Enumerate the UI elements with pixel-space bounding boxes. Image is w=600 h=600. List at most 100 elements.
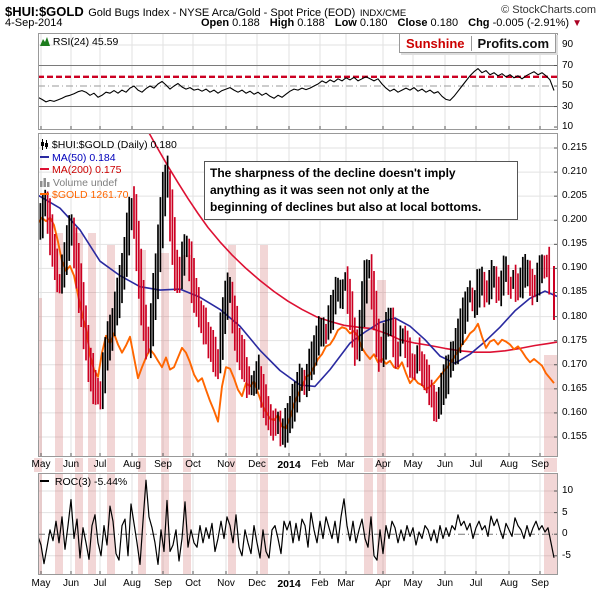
exchange-label: INDX/CME	[359, 8, 407, 19]
month-label: May	[403, 578, 423, 589]
legend-volume-label: Volume undef	[52, 176, 118, 189]
legend-volume-row: Volume undef	[40, 177, 177, 190]
low-value: 0.180	[359, 17, 388, 29]
y-axis-tick-label: 0.160	[562, 406, 588, 418]
y-axis-tick-label: 70	[562, 59, 574, 71]
month-label: Sep	[531, 459, 549, 470]
month-label: Aug	[123, 578, 141, 589]
ticker-description: Gold Bugs Index - NYSE Arca/Gold - Spot …	[88, 7, 356, 19]
y-axis-tick-label: 0.215	[562, 142, 588, 153]
month-label: Mar	[337, 459, 355, 470]
highlight-band	[161, 458, 169, 472]
chart-header: $HUI:$GOLD Gold Bugs Index - NYSE Arca/G…	[5, 3, 596, 19]
line-swatch-icon	[40, 480, 49, 482]
annotation-box: The sharpness of the decline doesn't imp…	[204, 161, 518, 220]
change-value: -0.005 (-2.91%)	[492, 17, 570, 29]
annotation-line: The sharpness of the decline doesn't imp…	[210, 166, 456, 180]
change-label: Chg	[468, 17, 490, 29]
month-label: May	[403, 459, 423, 470]
quote-bar: 4-Sep-2014 Open 0.188 High 0.188 Low 0.1…	[5, 17, 596, 31]
roc-legend: ROC(3) -5.44%	[40, 476, 127, 488]
month-label: Sep	[531, 578, 549, 589]
month-label: Oct	[185, 578, 201, 589]
month-label: Jun	[436, 578, 454, 589]
area-chart-icon	[40, 37, 50, 46]
y-axis-tick-label: 0.175	[562, 334, 588, 346]
month-label: 2014	[277, 578, 301, 590]
candlestick-icon	[41, 139, 48, 150]
y-axis-tick-label: 0.200	[562, 214, 588, 226]
annotation-line: beginning of declines but also at local …	[210, 200, 482, 214]
month-label: Feb	[311, 578, 329, 589]
month-label: Jun	[62, 578, 80, 589]
legend-ma50-row: MA(50) 0.184	[40, 152, 177, 165]
open-label: Open	[200, 17, 230, 29]
month-label: May	[31, 459, 51, 470]
close-label: Close	[397, 17, 428, 29]
legend-ma50-label: MA(50) 0.184	[52, 151, 116, 164]
y-axis-tick-label: 0.195	[562, 238, 588, 250]
stockcharts-copyright: © StockCharts.com	[501, 4, 596, 16]
high-value: 0.188	[297, 17, 325, 29]
month-label: Oct	[185, 459, 201, 470]
open-value: 0.188	[232, 17, 260, 29]
rsi-legend: RSI(24) 45.59	[40, 36, 118, 48]
highlight-band	[75, 458, 83, 472]
legend-gold-label: $GOLD 1261.70	[52, 189, 129, 201]
legend-gold-row: $GOLD 1261.70	[40, 189, 177, 202]
logo-part2: Profits.com	[477, 35, 550, 51]
month-label: Aug	[123, 459, 141, 470]
highlight-band	[107, 458, 115, 472]
month-label: Jul	[469, 578, 483, 589]
highlight-band	[55, 458, 63, 472]
highlight-band	[228, 458, 236, 472]
y-axis-tick-label: 90	[562, 39, 574, 50]
y-axis-tick-label: 0.190	[562, 262, 588, 274]
highlight-band	[183, 458, 191, 472]
high-label: High	[269, 17, 295, 29]
logo-part1: Sunshine	[406, 35, 472, 51]
highlight-band	[260, 458, 268, 472]
month-label: Dec	[248, 578, 266, 589]
rsi-label: RSI(24) 45.59	[52, 36, 119, 48]
month-label: Aug	[500, 578, 518, 589]
month-label: Apr	[375, 459, 391, 470]
month-label: Apr	[375, 578, 391, 589]
month-label: May	[31, 578, 51, 589]
close-value: 0.180	[430, 17, 459, 29]
month-label: Jul	[93, 578, 107, 589]
month-label: Dec	[248, 459, 266, 470]
down-triangle-icon: ▼	[572, 18, 582, 29]
line-swatch-icon	[40, 168, 49, 170]
highlight-band	[377, 458, 386, 472]
month-label: Aug	[500, 459, 518, 470]
price-legend: $HUI:$GOLD (Daily) 0.180 MA(50) 0.184 MA…	[40, 139, 177, 202]
y-axis-tick-label: 10	[562, 485, 574, 496]
highlight-band	[364, 458, 373, 472]
y-axis-tick-label: 50	[562, 80, 574, 92]
y-axis-tick-label: 0.185	[562, 286, 588, 298]
highlight-band	[34, 458, 42, 472]
month-label: Jun	[436, 459, 454, 470]
roc-panel	[38, 473, 558, 575]
highlight-band	[138, 458, 146, 472]
month-label: Feb	[311, 459, 329, 470]
month-label: Jun	[62, 459, 80, 470]
y-axis-tick-label: 0.210	[562, 166, 588, 178]
ticker-symbol: $HUI:$GOLD	[5, 4, 84, 19]
legend-symbol-row: $HUI:$GOLD (Daily) 0.180	[40, 139, 177, 152]
volume-bars-icon	[40, 177, 50, 187]
y-axis-tick-label: 0.155	[562, 430, 588, 442]
month-label: Sep	[154, 459, 172, 470]
chart-date: 4-Sep-2014	[5, 17, 63, 29]
annotation-line: anything as it was seen not only at the	[210, 183, 430, 197]
month-label: Jul	[469, 459, 483, 470]
low-label: Low	[334, 17, 357, 29]
y-axis-tick-label: 30	[562, 100, 574, 112]
highlight-band	[544, 458, 557, 472]
legend-symbol-label: $HUI:$GOLD (Daily) 0.180	[51, 139, 177, 151]
month-label: Sep	[154, 578, 172, 589]
legend-ma200-label: MA(200) 0.175	[52, 164, 122, 176]
line-swatch-icon	[40, 155, 49, 158]
